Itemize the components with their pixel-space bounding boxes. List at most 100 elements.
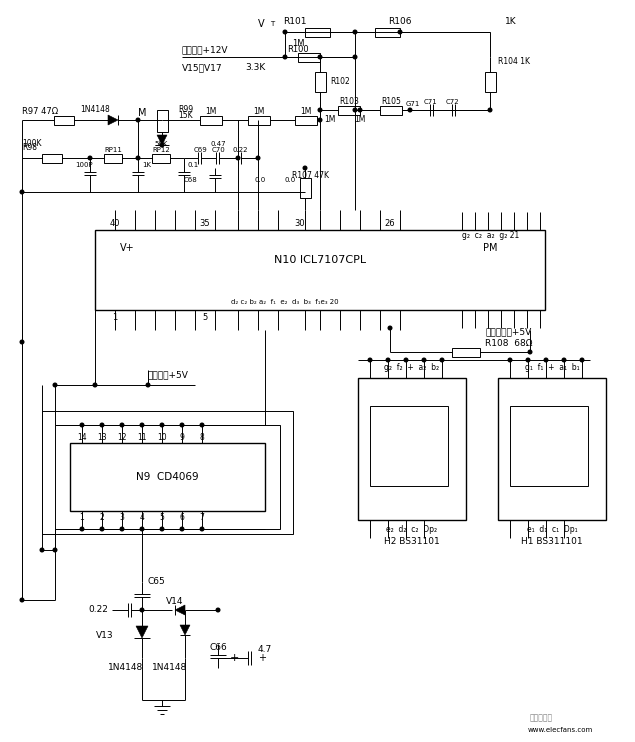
Text: 电子发烧友: 电子发烧友 — [530, 714, 553, 723]
Text: www.elecfans.com: www.elecfans.com — [528, 727, 592, 733]
Text: C68: C68 — [184, 177, 198, 183]
Circle shape — [216, 608, 220, 612]
Bar — [248, 116, 270, 125]
Polygon shape — [175, 605, 185, 615]
Circle shape — [318, 108, 322, 112]
Text: 10: 10 — [157, 433, 167, 442]
Text: 4.7: 4.7 — [258, 646, 272, 654]
Text: C66: C66 — [209, 643, 227, 652]
Circle shape — [526, 358, 530, 362]
Text: R101: R101 — [283, 18, 307, 27]
Circle shape — [200, 423, 204, 427]
Text: +: + — [258, 653, 266, 663]
Text: H2 BS31101: H2 BS31101 — [384, 537, 440, 547]
Bar — [104, 154, 122, 163]
Text: e₂  d₂  c₂  Dp₂: e₂ d₂ c₂ Dp₂ — [387, 525, 438, 534]
Text: 5: 5 — [159, 513, 164, 522]
Bar — [42, 411, 293, 534]
Circle shape — [120, 528, 124, 531]
Text: 26: 26 — [385, 220, 396, 229]
Bar — [370, 406, 448, 486]
Text: g₂  c₂  a₂  g₂ 21: g₂ c₂ a₂ g₂ 21 — [462, 231, 519, 240]
Circle shape — [488, 108, 491, 112]
Text: 1N4148: 1N4148 — [80, 105, 110, 114]
Bar — [298, 53, 320, 62]
Text: V14: V14 — [166, 597, 184, 606]
Text: 1M: 1M — [253, 108, 265, 116]
Text: C70: C70 — [211, 147, 225, 153]
Text: 1M: 1M — [354, 116, 366, 125]
Text: 1M: 1M — [300, 108, 312, 116]
Text: 0.47: 0.47 — [210, 141, 226, 147]
Bar — [42, 154, 62, 163]
Text: 1N4148: 1N4148 — [108, 663, 144, 672]
Text: 100K: 100K — [22, 139, 41, 148]
Circle shape — [140, 423, 144, 427]
Circle shape — [80, 528, 84, 531]
Text: 1: 1 — [79, 513, 84, 522]
Text: 7: 7 — [199, 513, 204, 522]
Bar — [200, 116, 222, 125]
Circle shape — [398, 30, 402, 34]
Text: 0.22: 0.22 — [232, 147, 248, 153]
Text: e₁  d₁  c₁  Dp₁: e₁ d₁ c₁ Dp₁ — [526, 525, 577, 534]
Circle shape — [20, 190, 23, 194]
Text: N9  CD4069: N9 CD4069 — [136, 472, 198, 482]
Circle shape — [136, 118, 140, 122]
Text: （稳压）+5V: （稳压）+5V — [148, 370, 189, 379]
Text: R107 47K: R107 47K — [291, 171, 328, 180]
Text: g₁  f₁  +  a₁  b₁: g₁ f₁ + a₁ b₁ — [525, 364, 579, 372]
Text: R104 1K: R104 1K — [498, 57, 530, 67]
Bar — [152, 154, 170, 163]
Bar — [300, 178, 311, 198]
Text: PM: PM — [483, 243, 497, 253]
Circle shape — [318, 118, 322, 122]
Text: RP11: RP11 — [104, 147, 122, 153]
Text: R98: R98 — [22, 143, 37, 153]
Text: C65: C65 — [148, 577, 166, 586]
Polygon shape — [180, 625, 190, 635]
Text: C69: C69 — [193, 147, 207, 153]
Text: 30: 30 — [295, 220, 305, 229]
Text: （未稳压）+5V: （未稳压）+5V — [485, 327, 531, 337]
Bar — [375, 28, 400, 37]
Circle shape — [53, 383, 57, 387]
Text: 12: 12 — [117, 433, 127, 442]
Text: N10 ICL7107CPL: N10 ICL7107CPL — [274, 255, 366, 265]
Bar — [452, 348, 480, 357]
Text: R99: R99 — [178, 105, 193, 114]
Circle shape — [440, 358, 444, 362]
Text: 40: 40 — [110, 220, 120, 229]
Text: 100P: 100P — [75, 162, 93, 168]
Text: V13: V13 — [96, 631, 114, 640]
Text: V: V — [258, 19, 265, 29]
Circle shape — [562, 358, 566, 362]
Circle shape — [146, 383, 150, 387]
Text: M: M — [138, 108, 146, 118]
Text: 0.0: 0.0 — [284, 177, 296, 183]
Bar — [157, 110, 168, 132]
Circle shape — [40, 548, 44, 552]
Circle shape — [88, 157, 92, 160]
Circle shape — [283, 55, 287, 59]
Text: 1: 1 — [112, 314, 117, 323]
Text: R102: R102 — [330, 77, 350, 87]
Polygon shape — [108, 115, 118, 125]
Text: R108  68Ω: R108 68Ω — [485, 340, 533, 349]
Circle shape — [20, 340, 23, 344]
Text: d₂ c₂ b₂ a₂  f₁  e₂  d₃  b₃  f₁e₃ 20: d₂ c₂ b₂ a₂ f₁ e₂ d₃ b₃ f₁e₃ 20 — [231, 299, 339, 305]
Circle shape — [508, 358, 512, 362]
Circle shape — [386, 358, 390, 362]
Text: G71: G71 — [406, 101, 420, 107]
Circle shape — [53, 548, 57, 552]
Text: 1M: 1M — [291, 39, 304, 48]
Text: 1K: 1K — [142, 162, 151, 168]
Circle shape — [200, 528, 204, 531]
Circle shape — [160, 423, 164, 427]
Bar — [358, 378, 466, 520]
Text: 3.3K: 3.3K — [245, 64, 265, 73]
Bar — [95, 230, 545, 310]
Text: 0.0: 0.0 — [255, 177, 265, 183]
Circle shape — [408, 108, 412, 112]
Text: g₂  f₂  +  a₂  b₂: g₂ f₂ + a₂ b₂ — [384, 364, 439, 372]
